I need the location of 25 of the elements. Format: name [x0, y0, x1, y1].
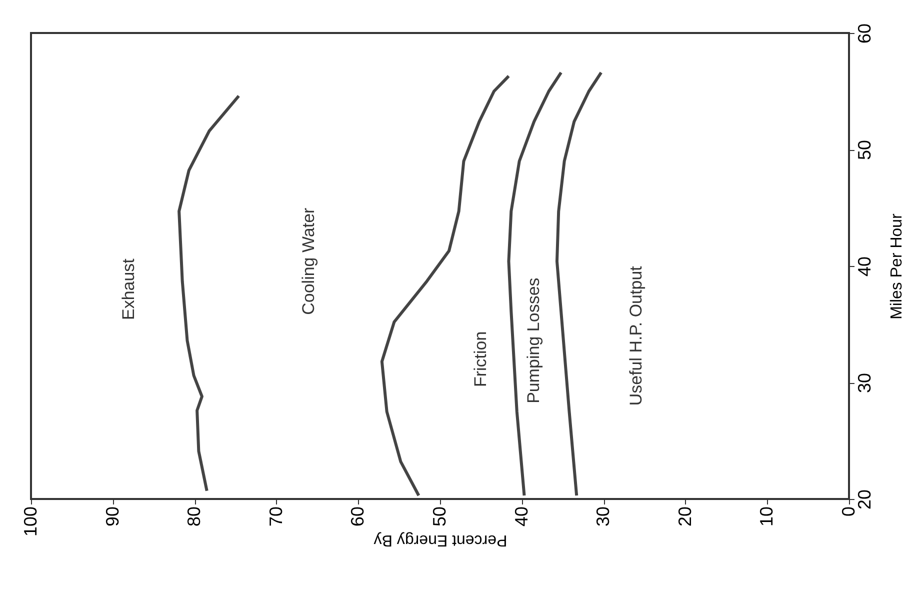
y-tick-label: 50 [854, 140, 874, 160]
x-tick-label: 60 [348, 506, 368, 527]
x-tick-label: 100 [20, 506, 40, 537]
annotation: Exhaust [119, 258, 138, 320]
x-tick-label: 50 [430, 506, 450, 527]
x-tick-label: 70 [266, 506, 286, 527]
y-tick-label: 40 [854, 256, 874, 277]
x-axis-title: Percent Energy By [374, 532, 508, 549]
line-series [380, 74, 510, 498]
line-series [555, 71, 603, 498]
x-tick-label: 20 [674, 506, 695, 527]
x-tick-label: 10 [756, 506, 777, 527]
annotation: Pumping Losses [524, 278, 544, 404]
y-tick-label: 30 [854, 372, 874, 394]
annotation: Cooling Water [299, 207, 318, 315]
line-series [507, 71, 563, 498]
x-tick-label: 90 [102, 506, 122, 527]
x-tick-label: 30 [593, 506, 614, 527]
annotation: Friction [470, 331, 490, 388]
annotation: Useful H.P. Output [626, 266, 646, 406]
y-axis-title: Miles Per Hour [888, 212, 906, 320]
x-tick-label: 80 [184, 506, 204, 527]
x-tick-label: 40 [511, 506, 532, 527]
y-tick-label: 60 [854, 23, 874, 44]
line-series [178, 94, 240, 492]
